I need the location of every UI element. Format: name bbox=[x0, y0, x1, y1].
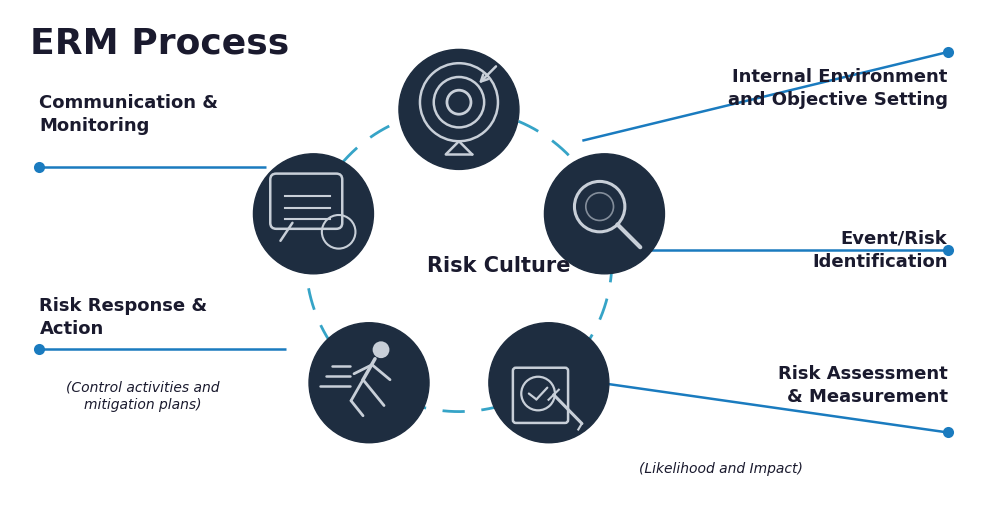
Text: ERM Process: ERM Process bbox=[30, 26, 289, 60]
Text: (Control activities and
mitigation plans): (Control activities and mitigation plans… bbox=[66, 380, 220, 412]
Circle shape bbox=[488, 322, 608, 443]
Circle shape bbox=[398, 49, 519, 169]
Text: Risk Response &
Action: Risk Response & Action bbox=[39, 297, 207, 338]
Text: Internal Environment
and Objective Setting: Internal Environment and Objective Setti… bbox=[727, 68, 947, 109]
Text: Risk Culture: Risk Culture bbox=[426, 256, 570, 276]
Text: Communication &
Monitoring: Communication & Monitoring bbox=[39, 94, 218, 135]
Circle shape bbox=[373, 341, 389, 358]
Text: (Likelihood and Impact): (Likelihood and Impact) bbox=[638, 462, 802, 476]
Text: Event/Risk
Identification: Event/Risk Identification bbox=[811, 230, 947, 270]
Text: Risk Assessment
& Measurement: Risk Assessment & Measurement bbox=[777, 365, 947, 406]
Circle shape bbox=[309, 322, 429, 443]
Circle shape bbox=[544, 154, 664, 274]
Circle shape bbox=[253, 154, 373, 274]
